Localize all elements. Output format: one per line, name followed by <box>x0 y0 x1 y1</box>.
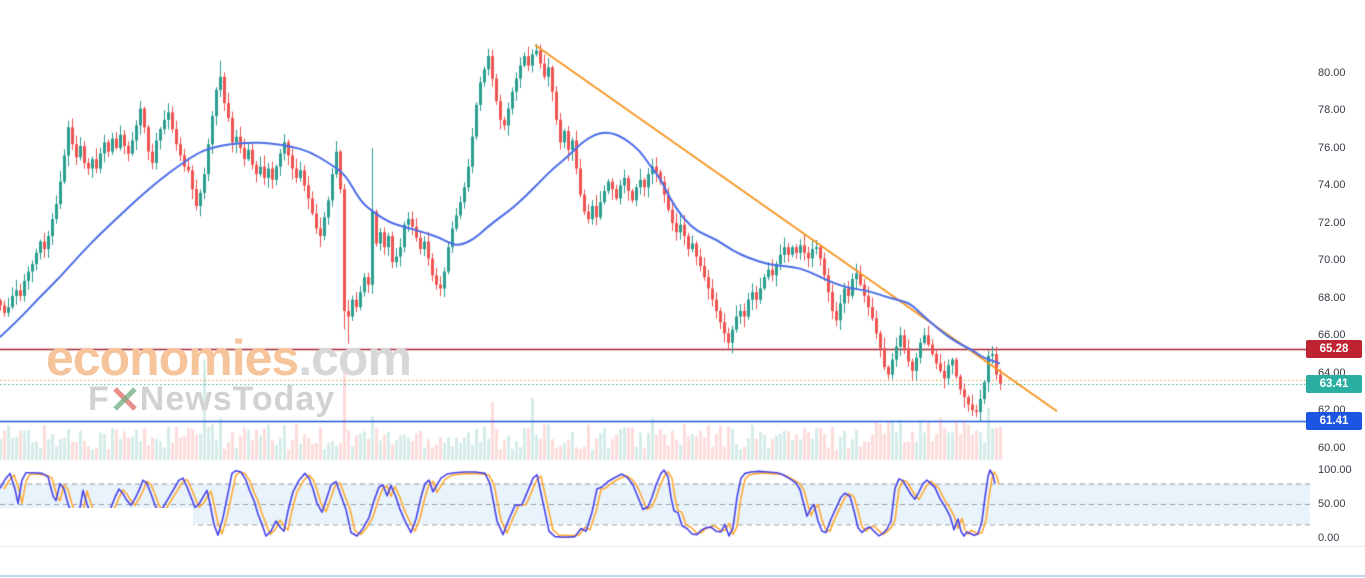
bottom-border <box>0 575 1365 577</box>
time-axis[interactable]: AprJunAugOct152023MarMayJulSepNov <box>0 546 1365 576</box>
time-axis-divider <box>0 546 1365 547</box>
price-axis[interactable]: 80.00 78.00 76.00 74.00 72.00 70.00 68.00 66.00… <box>1310 0 1365 546</box>
price-axis-label: 80.00 <box>1318 67 1346 79</box>
price-axis-label: 66.00 <box>1318 329 1346 342</box>
price-axis-label: 74.00 <box>1318 179 1346 192</box>
price-axis-label: 60.00 <box>1318 441 1346 454</box>
price-axis-label: 76.00 <box>1318 141 1346 154</box>
price-axis-label: 78.00 <box>1318 104 1346 117</box>
oscillator-axis-label: 50.00 <box>1318 498 1346 510</box>
price-axis-label: 72.00 <box>1318 216 1346 229</box>
price-axis-label: 70.00 <box>1318 254 1346 267</box>
oscillator-axis-label: 0.00 <box>1318 532 1340 544</box>
price-badge-support: 61.41 <box>1306 412 1362 431</box>
oscillator-white-patch <box>0 508 193 526</box>
price-badge-last: 63.41 <box>1306 374 1362 393</box>
oscillator-axis-label: 100.00 <box>1318 464 1352 476</box>
price-badge-resistance: 65.28 <box>1306 339 1362 358</box>
price-axis-label: 68.00 <box>1318 291 1346 304</box>
